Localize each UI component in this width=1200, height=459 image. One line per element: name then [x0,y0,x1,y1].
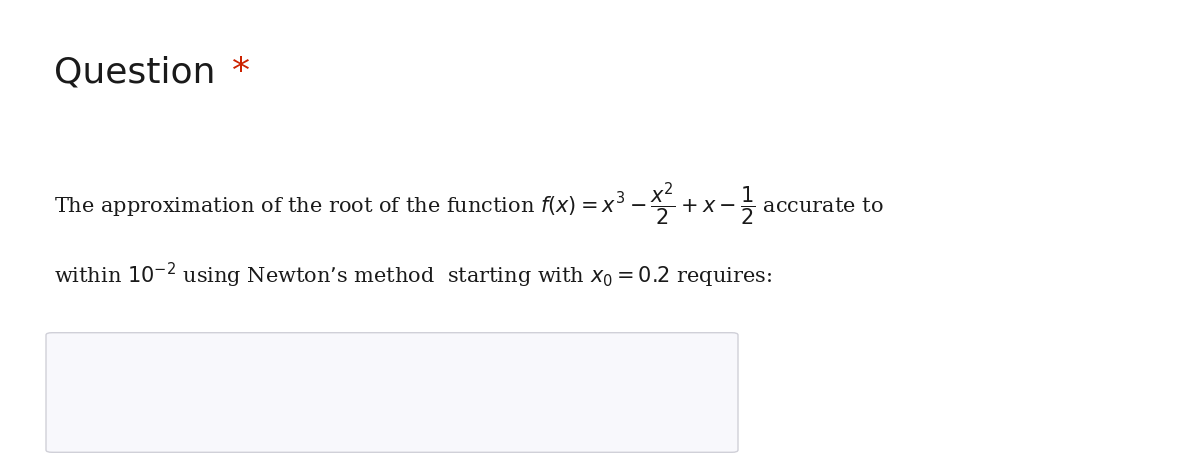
Text: Question: Question [54,55,227,89]
Text: The approximation of the root of the function $f(x) = x^3 - \dfrac{x^2}{2} + x -: The approximation of the root of the fun… [54,180,883,228]
Text: *: * [232,55,250,89]
Text: within $10^{-2}$ using Newton’s method  starting with $x_0 = 0.2$ requires:: within $10^{-2}$ using Newton’s method s… [54,261,773,290]
